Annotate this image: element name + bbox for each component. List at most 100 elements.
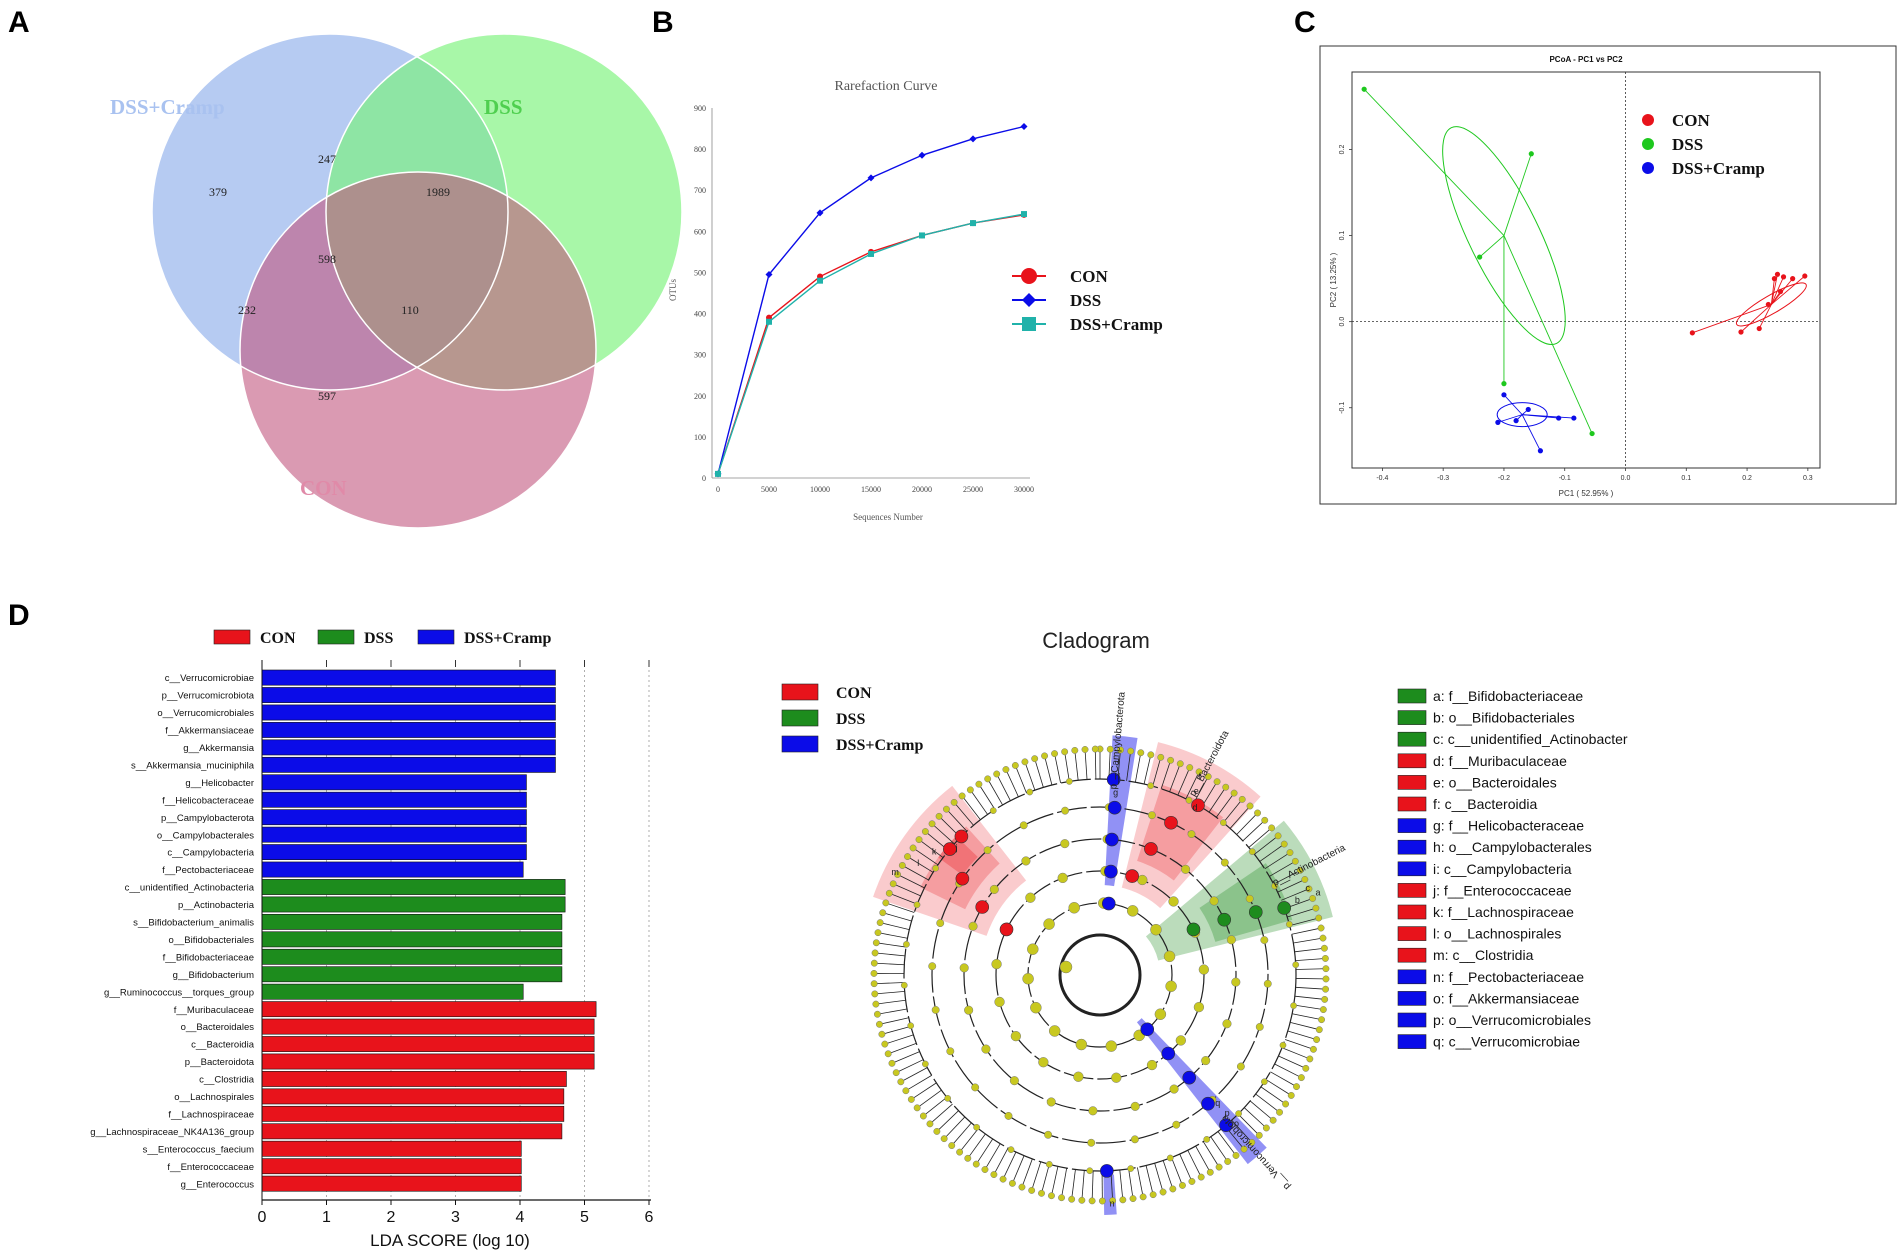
clado-node [1271,882,1278,890]
clado-sector-letter: d [1192,802,1197,812]
clado-leaf-node [1319,1006,1327,1014]
clado-leaf-node [871,990,879,998]
clado-node [964,1005,974,1015]
venn-label-dss: DSS [484,95,523,119]
rarefaction-xtick: 5000 [761,485,777,494]
clado-key-label-p: p: o__Verrucomicrobiales [1433,1012,1591,1028]
lda-xtick: 5 [580,1209,589,1226]
clado-node [1043,918,1055,930]
clado-leaf-node [1319,934,1327,942]
clado-leaf-node [1139,1193,1147,1201]
pcoa-point-dss [1477,254,1483,260]
clado-leaf-node [1305,885,1313,893]
clado-node [1279,1041,1287,1049]
clado-legend-swatch-dss-cramp [781,735,819,753]
clado-key-label-i: i: c__Campylobacteria [1433,861,1572,877]
clado-leaf-node [889,880,897,888]
pcoa-point-dss-cramp [1571,415,1577,421]
clado-key-swatch-o [1397,991,1427,1006]
clado-node [1201,1056,1211,1066]
clado-leaf-node [972,1160,980,1168]
clado-node [1086,1167,1094,1175]
clado-leaf-node [1081,746,1089,753]
clado-node [1026,788,1034,796]
lda-bar-label: c__Campylobacteria [167,848,254,859]
clado-leaf-node [1149,1191,1157,1199]
clado-key-label-b: b: o__Bifidobacteriales [1433,710,1575,726]
clado-leaf-node [1246,802,1254,810]
clado-highlight-node [1219,1118,1233,1132]
venn-value-dss-cramp-dss: 247 [318,152,336,166]
clado-clade-label: p__Verrucomicrobiota [1219,1112,1293,1192]
clado-leaf-node [1286,849,1294,857]
clado-node [1009,1076,1019,1086]
clado-leaf-node [913,1104,921,1112]
clado-leaf-node [921,828,929,836]
clado-sector-pectobacteriaceae [1103,1174,1117,1215]
clado-leaf-node [1117,746,1124,754]
clado-node [1087,1138,1096,1147]
clado-key-swatch-i [1397,861,1427,877]
lda-legend-label-con: CON [260,630,296,647]
clado-node [1027,943,1039,955]
lda-bar-o-campylobacterales [261,826,527,843]
clado-leaf-node [950,798,958,806]
clado-key-label-l: l: o__Lachnospirales [1433,926,1561,942]
clado-leaf-node [1018,1183,1026,1191]
clado-leaf-node [1078,1196,1086,1204]
clado-leaf-node [876,919,884,927]
clado-key-swatch-e [1397,775,1427,790]
rarefaction-point-dss-cramp [817,277,823,284]
clado-node [1073,1071,1084,1082]
clado-leaf-node [1306,1055,1314,1063]
lda-bar-f-enterococcaceae [261,1158,522,1175]
clado-leaf-node [1206,1168,1214,1176]
lda-xlabel: LDA SCORE (log 10) [370,1231,530,1250]
pcoa-xtick: 0.1 [1681,475,1691,482]
clado-key-label-h: h: o__Campylobacterales [1433,839,1592,855]
clado-leaf-node [942,805,950,813]
clado-node [1057,872,1068,884]
clado-node [1219,819,1227,827]
pcoa-legend-label-con: CON [1672,111,1711,130]
pcoa-ellipse-dss-cramp [1496,402,1548,428]
lda-bar-chart: CON DSS DSS+Cramp c__Verrucomicrobiae p__Ve… [90,629,654,1250]
lda-bar-f-pectobacteriaceae [261,861,524,878]
clado-leaf-node [1320,944,1328,952]
lda-bar-label: c__Verrucomicrobiae [165,673,254,684]
rarefaction-legend-marker-dss-cramp [1022,317,1036,331]
rarefaction-xtick: 25000 [963,485,983,494]
clado-node [1168,896,1179,907]
clado-node [1130,1101,1140,1111]
clado-leaf-node [1157,753,1165,761]
clado-node [1185,797,1193,804]
clado-node [1022,973,1034,985]
rarefaction-ytick: 0 [702,474,706,483]
lda-bar-c-unidentified-actinobacteria [261,879,566,895]
clado-leaf-node [1188,1178,1196,1185]
clado-leaf-node [993,770,1001,778]
pcoa-point-dss-cramp [1501,392,1507,398]
panel-label-b: B [652,6,674,39]
clado-leaf-node [1293,1083,1300,1091]
clado-leaf-node [1109,1197,1117,1205]
clado-leaf-node [966,786,974,794]
clado-leaf-node [1031,755,1039,763]
rarefaction-point-dss [1020,123,1028,130]
clado-node [989,807,997,814]
clado-node [907,1022,915,1030]
venn-value-dss-cramp-only: 379 [209,185,227,199]
lda-bar-label: f__Lachnospiraceae [168,1109,254,1120]
clado-node [1065,778,1073,785]
clado-leaf-node [1179,1181,1186,1189]
clado-key-swatch-c [1397,731,1427,747]
clado-leaf-node [1238,795,1246,803]
clado-leaf-node [870,980,878,988]
lda-bar-label: g__Akkermansia [183,743,254,754]
lda-bar-c-bacteroidia [261,1036,595,1052]
clado-highlight-node [1140,1022,1155,1037]
clado-node [1111,1072,1122,1083]
lda-bar-label: p__Campylobacterota [161,813,255,824]
clado-highlight-node [1277,901,1291,915]
venn-value-all: 598 [318,252,336,266]
